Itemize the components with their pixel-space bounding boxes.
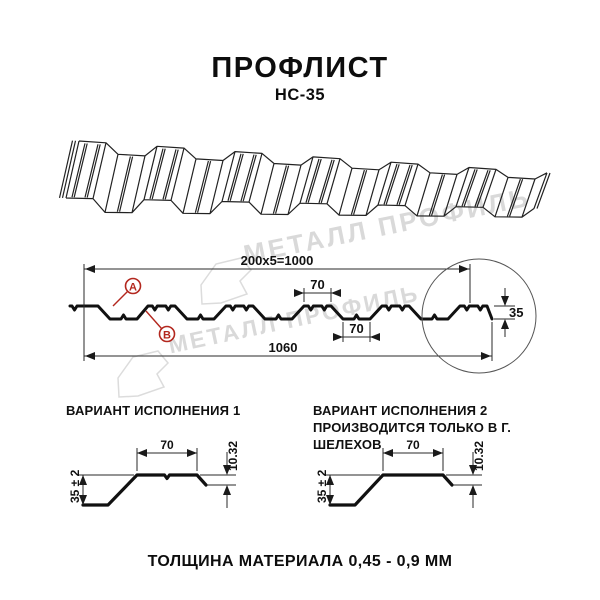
logo-outline-icon xyxy=(117,350,170,398)
variant2-heading-line2: ПРОИЗВОДИТСЯ ТОЛЬКО В Г. ШЕЛЕХОВ xyxy=(313,420,512,452)
variant1-dims xyxy=(77,448,236,508)
footer-note: ТОЛЩИНА МАТЕРИАЛА 0,45 - 0,9 ММ xyxy=(147,553,453,570)
variant1-lip-height-label: 10.32 xyxy=(226,441,240,471)
dim-working-width xyxy=(83,264,471,361)
detail-circle xyxy=(421,258,537,374)
dim-crest-width-label: 70 xyxy=(310,277,324,292)
variant2-profile xyxy=(328,473,454,507)
variant1-flange-width-label: 70 xyxy=(160,438,174,452)
variant2-height-label: 35 ± 2 xyxy=(315,469,329,503)
variant2-dims xyxy=(324,448,482,508)
dim-profile-height-label: 35 xyxy=(509,305,523,320)
callout-a: А xyxy=(112,277,142,307)
variant2-lip-height-label: 10.32 xyxy=(472,441,486,471)
callout-a-leader xyxy=(112,291,128,307)
profiled-sheet-lines xyxy=(58,140,551,218)
dim-crest-width xyxy=(294,288,341,302)
callout-a-circle xyxy=(124,277,142,295)
profiled-sheet-3d xyxy=(58,140,551,218)
product-code: НС-35 xyxy=(274,86,326,104)
callout-b-circle xyxy=(158,325,176,343)
variant2-flange-width-label: 70 xyxy=(406,438,420,452)
variant1-profile xyxy=(81,473,208,507)
variant1-heading: ВАРИАНТ ИСПОЛНЕНИЯ 1 xyxy=(66,403,241,418)
callout-b: В xyxy=(145,310,176,343)
dim-trough-width-label: 70 xyxy=(349,321,363,336)
page-title: ПРОФЛИСТ xyxy=(211,52,389,84)
variant2-heading: ВАРИАНТ ИСПОЛНЕНИЯ 2 ПРОИЗВОДИТСЯ ТОЛЬКО… xyxy=(313,402,573,453)
logo-outline-icon xyxy=(200,257,253,305)
dim-trough-width xyxy=(333,322,380,342)
variant2-drawing: 70 10.32 35 ± 2 xyxy=(315,438,486,508)
callout-b-label: В xyxy=(163,330,171,342)
dim-overall-width-label: 1060 xyxy=(269,340,298,355)
dim-profile-height xyxy=(494,288,515,337)
variant2-heading-line1: ВАРИАНТ ИСПОЛНЕНИЯ 2 xyxy=(313,403,488,418)
dim-overall-width xyxy=(84,322,493,361)
callout-b-leader xyxy=(145,310,163,329)
profile-cross-section xyxy=(68,304,494,321)
dim-working-width-label: 200x5=1000 xyxy=(241,253,314,268)
callout-a-label: А xyxy=(129,282,137,294)
variant1-height-label: 35 ± 2 xyxy=(68,469,82,503)
variant1-drawing: 70 10.32 35 ± 2 xyxy=(68,438,240,508)
